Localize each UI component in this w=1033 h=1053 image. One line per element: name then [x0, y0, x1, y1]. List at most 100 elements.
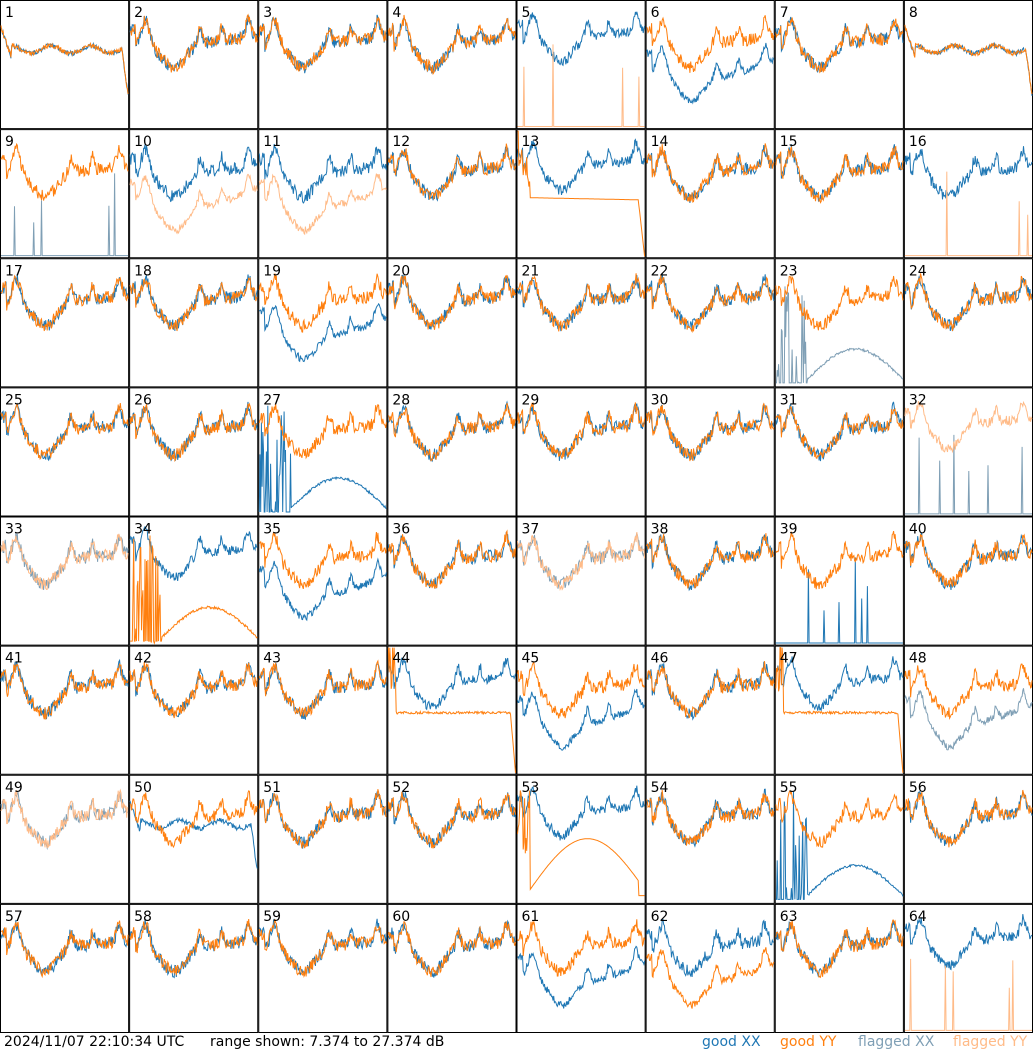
tile-label: 34 — [134, 522, 152, 538]
series-yy-line — [387, 274, 516, 330]
tile-label: 1 — [5, 5, 14, 21]
series-yy-line — [904, 789, 1033, 848]
tile-26: 26 — [129, 387, 259, 517]
tile-frame — [258, 645, 388, 775]
tile-label: 56 — [909, 780, 927, 796]
tile-frame — [0, 516, 130, 646]
tile-frame — [387, 258, 517, 388]
tile-label: 33 — [5, 522, 23, 538]
tile-6: 6 — [645, 0, 775, 130]
tile-label: 64 — [909, 909, 927, 925]
tile-frame — [387, 903, 517, 1033]
series-yy-line — [129, 276, 258, 332]
series-yy-line — [517, 661, 646, 719]
tile-label: 31 — [780, 392, 798, 408]
tile-frame — [774, 903, 904, 1033]
tile-17: 17 — [0, 258, 130, 388]
tile-54: 54 — [645, 774, 775, 904]
tile-label: 17 — [5, 263, 23, 279]
series-yy-line — [0, 403, 129, 460]
tile-frame — [129, 774, 259, 904]
series-xx-line — [129, 144, 258, 203]
tile-51: 51 — [258, 774, 388, 904]
tile-frame — [129, 387, 259, 517]
tile-4: 4 — [387, 0, 517, 130]
tile-label: 13 — [522, 134, 540, 150]
series-yy-line — [775, 405, 904, 460]
tile-frame — [387, 516, 517, 646]
tile-frame — [645, 387, 775, 517]
tile-frame — [516, 387, 646, 517]
tile-label: 14 — [651, 134, 669, 150]
series-xx-line — [904, 434, 1032, 515]
series-xx-line — [258, 302, 387, 363]
tile-label: 45 — [522, 651, 540, 667]
tile-label: 36 — [392, 522, 410, 538]
tile-label: 38 — [651, 522, 669, 538]
tile-frame — [258, 129, 388, 259]
tile-frame — [516, 903, 646, 1033]
tile-frame — [129, 903, 259, 1033]
tile-label: 20 — [392, 263, 410, 279]
series-xx-line — [775, 656, 904, 713]
series-yy-line — [387, 14, 516, 76]
series-yy-line — [387, 143, 516, 200]
series-yy-line — [517, 402, 646, 459]
tile-9: 9 — [0, 129, 130, 259]
series-xx-line — [775, 791, 904, 900]
tile-14: 14 — [645, 129, 775, 259]
tile-frame — [516, 0, 646, 130]
tile-16: 16 — [903, 129, 1033, 259]
tile-label: 30 — [651, 392, 669, 408]
tile-frame — [903, 0, 1033, 130]
tile-label: 54 — [651, 780, 669, 796]
tile-24: 24 — [903, 258, 1033, 388]
series-yy-line — [387, 791, 516, 849]
tile-frame — [774, 129, 904, 259]
series-yy-line — [258, 173, 387, 236]
series-yy-line — [517, 44, 645, 127]
series-xx-line — [904, 688, 1033, 751]
series-yy-line — [258, 659, 387, 718]
tile-frame — [387, 387, 517, 517]
tile-label: 8 — [909, 5, 918, 21]
tile-23: 23 — [774, 258, 904, 388]
tile-label: 12 — [392, 134, 410, 150]
series-xx-line — [646, 918, 774, 978]
tile-label: 6 — [651, 5, 660, 21]
tile-19: 19 — [258, 258, 388, 388]
tile-frame — [387, 645, 517, 775]
series-xx-line — [258, 14, 387, 74]
series-yy-line — [775, 275, 904, 331]
series-xx-line — [517, 785, 646, 841]
tile-5: 5 — [516, 0, 646, 130]
tile-frame — [516, 129, 646, 259]
tile-label: 46 — [651, 651, 669, 667]
series-yy-line — [646, 789, 775, 846]
tile-label: 59 — [263, 909, 281, 925]
series-yy-line — [258, 16, 387, 72]
tile-frame — [903, 516, 1033, 646]
tile-label: 23 — [780, 263, 798, 279]
tile-label: 42 — [134, 651, 152, 667]
tile-38: 38 — [645, 516, 775, 646]
tile-frame — [645, 774, 775, 904]
tile-label: 10 — [134, 134, 152, 150]
tile-frame — [258, 0, 388, 130]
tile-42: 42 — [129, 645, 259, 775]
tile-31: 31 — [774, 387, 904, 517]
tile-label: 21 — [522, 263, 540, 279]
series-yy-line — [646, 274, 775, 333]
tile-63: 63 — [774, 903, 904, 1033]
tile-48: 48 — [903, 645, 1033, 775]
tile-label: 35 — [263, 522, 281, 538]
series-yy-line — [517, 532, 646, 591]
tile-34: 34 — [129, 516, 259, 646]
series-yy-line — [258, 403, 387, 460]
tile-label: 49 — [5, 780, 23, 796]
series-xx-line — [517, 945, 646, 1009]
tile-label: 63 — [780, 909, 798, 925]
tile-frame — [0, 0, 130, 130]
tile-frame — [774, 0, 904, 130]
